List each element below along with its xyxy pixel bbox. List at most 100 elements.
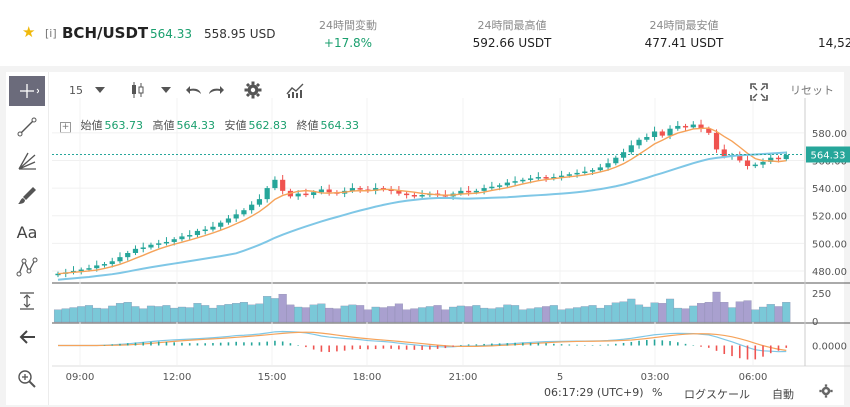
- candle-body: [318, 189, 325, 193]
- volume-bar: [278, 293, 287, 323]
- gear-icon: [819, 384, 833, 398]
- chevron-down-icon: [95, 87, 105, 93]
- pattern-tool[interactable]: [9, 252, 45, 282]
- volume-bar: [309, 304, 318, 323]
- volume-bar: [666, 298, 675, 323]
- brush-tool[interactable]: [9, 180, 45, 210]
- volume-bar: [635, 304, 644, 323]
- fullscreen-button[interactable]: [748, 79, 770, 105]
- candle-body: [690, 124, 696, 128]
- volume-bar: [751, 309, 760, 323]
- price-tick-label: 480.00: [812, 267, 847, 278]
- volume-bar: [774, 306, 783, 323]
- candle-body: [125, 253, 131, 258]
- volume-bar: [464, 306, 473, 323]
- candle-body: [264, 188, 270, 200]
- redo-button[interactable]: [206, 77, 226, 103]
- change-value: +17.8%: [323, 36, 373, 50]
- candle-body: [272, 179, 278, 189]
- fib-tool[interactable]: [9, 146, 45, 176]
- percent-toggle[interactable]: %: [652, 386, 663, 399]
- candle-body: [543, 177, 549, 179]
- candle-body: [783, 154, 789, 160]
- text-tool[interactable]: Aa: [9, 217, 45, 247]
- candle-body: [171, 239, 177, 242]
- volume-bar: [170, 307, 179, 323]
- chart-type-dropdown[interactable]: [158, 77, 174, 103]
- interval-dropdown[interactable]: [92, 77, 108, 103]
- candle-body: [582, 171, 588, 174]
- volume-bar: [673, 307, 682, 323]
- volume-bar: [201, 305, 210, 323]
- candle-body: [481, 188, 487, 191]
- volume-bar: [394, 303, 403, 323]
- candle-body: [620, 152, 627, 158]
- candle-body: [218, 222, 224, 227]
- volume-bar: [704, 302, 713, 323]
- usd-price: 558.95 USD: [204, 27, 276, 41]
- interval-value: 15: [69, 83, 83, 97]
- low-value: 562.83: [248, 119, 288, 132]
- volume-bar: [92, 307, 101, 323]
- high-value: 592.66 USDT: [472, 36, 552, 50]
- candle-body: [357, 188, 363, 190]
- indicators-button[interactable]: [284, 77, 308, 103]
- volume-bar: [154, 306, 163, 323]
- volume-bar: [627, 298, 636, 323]
- candle-body: [349, 188, 355, 191]
- volume-bar: [348, 304, 357, 323]
- chevron-down-icon: [161, 87, 171, 93]
- settings-button[interactable]: [242, 77, 264, 103]
- auto-scale-toggle[interactable]: 自動: [772, 388, 794, 401]
- favorite-star-icon[interactable]: ★: [22, 23, 36, 41]
- undo-button[interactable]: [184, 77, 204, 103]
- trend-line-tool[interactable]: [9, 112, 45, 142]
- back-arrow-icon: [19, 330, 35, 344]
- reset-button[interactable]: リセット: [790, 84, 834, 97]
- back-tool[interactable]: [9, 322, 45, 352]
- crosshair-tool[interactable]: [9, 76, 45, 106]
- candle-body: [225, 218, 232, 223]
- volume-bar: [239, 302, 248, 323]
- log-scale-toggle[interactable]: ログスケール: [684, 388, 750, 401]
- volume-bar: [495, 307, 504, 323]
- volume-bar: [518, 309, 527, 323]
- volume-bar: [379, 307, 388, 323]
- volume-bar: [743, 300, 752, 323]
- candle-body: [659, 131, 665, 136]
- close-label: 終値: [296, 119, 319, 132]
- volume-bar: [449, 306, 458, 323]
- volume-tick-label: 250: [812, 289, 831, 300]
- pair-title[interactable]: BCH/USDT: [62, 24, 149, 42]
- volume-bar: [100, 308, 109, 323]
- candle-body: [497, 185, 503, 187]
- time-tick-label: 06:00: [739, 372, 768, 383]
- candle-body: [597, 167, 603, 171]
- volume-bar: [526, 308, 535, 323]
- candle-body: [94, 265, 100, 269]
- volume-bar: [340, 305, 349, 323]
- fullscreen-icon: [750, 83, 768, 101]
- measure-icon: [20, 292, 34, 310]
- last-price: 564.33: [150, 27, 192, 41]
- measure-tool[interactable]: [9, 286, 45, 316]
- price-tick-label: 500.00: [812, 239, 847, 250]
- volume-bar: [216, 305, 225, 323]
- volume-bar: [425, 306, 434, 323]
- chart-type-button[interactable]: [128, 77, 146, 103]
- volume-bar: [758, 306, 768, 323]
- candle-body: [109, 261, 115, 265]
- candle-body: [419, 195, 425, 197]
- volume-bar: [108, 305, 117, 323]
- zoom-tool[interactable]: [9, 364, 45, 394]
- candle-body: [411, 195, 417, 197]
- price-tick-label: 520.00: [812, 212, 847, 223]
- chart-settings-button[interactable]: [819, 384, 833, 401]
- candle-body: [303, 193, 309, 196]
- candle-body: [551, 177, 557, 179]
- volume-bar: [480, 307, 489, 323]
- volume-bar: [286, 304, 295, 323]
- interval-select[interactable]: 15: [66, 77, 86, 103]
- volume-bar: [185, 307, 194, 323]
